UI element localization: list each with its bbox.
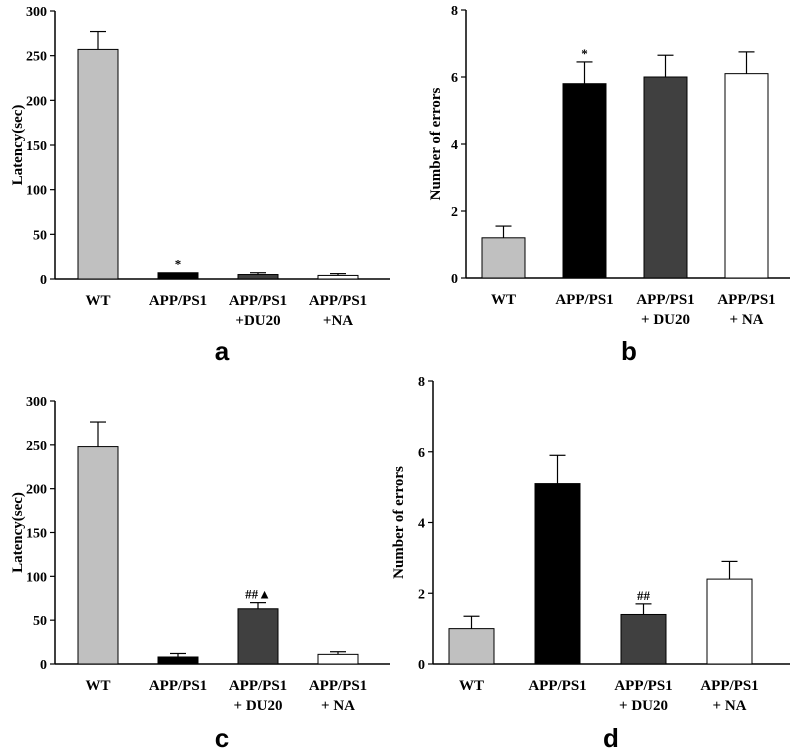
x-category-label: APP/PS1 — [528, 678, 586, 694]
x-category-label: +NA — [323, 313, 353, 329]
bar-1 — [77, 446, 119, 665]
bar-4 — [724, 73, 769, 279]
x-category-label: + NA — [730, 312, 764, 328]
x-category-label: WT — [459, 678, 484, 694]
y-tick-label: 300 — [26, 395, 47, 410]
x-category-label: APP/PS1 — [700, 678, 758, 694]
y-tick-label: 200 — [26, 94, 47, 109]
x-category-label: + DU20 — [619, 698, 668, 714]
bar-4 — [317, 274, 359, 280]
panel-b: 0 2 4 6 8 Number of errors WT * APP/PS1 APP/PS1 + … — [428, 4, 790, 366]
y-tick-label: 8 — [451, 4, 458, 19]
bar-3 — [237, 274, 279, 280]
y-tick-label: 250 — [26, 439, 47, 454]
y-tick-label: 6 — [451, 71, 458, 86]
bar-3 — [620, 613, 667, 665]
x-category-label: WT — [85, 293, 110, 309]
y-axis-label: Latency(sec) — [10, 105, 26, 186]
significance-mark-2: * — [581, 46, 588, 61]
panel-label: c — [215, 723, 229, 750]
bar-1 — [481, 237, 526, 279]
x-category-label: APP/PS1 — [309, 293, 367, 309]
bar-2 — [157, 272, 199, 280]
panel-c: 0 50 100 150 200 250 300 Latency(sec) WT APP/PS1 #… — [10, 395, 390, 750]
x-category-label: APP/PS1 — [149, 678, 207, 694]
panel-d: 0 2 4 6 8 Number of errors WT APP/PS1 ## APP/PS1 +… — [391, 375, 790, 750]
bar-3 — [643, 76, 688, 279]
y-tick-label: 8 — [418, 375, 425, 390]
bar-1 — [448, 628, 495, 665]
bar-4 — [317, 653, 359, 665]
panel-label: a — [215, 336, 230, 366]
y-tick-label: 0 — [40, 273, 47, 288]
y-tick-label: 4 — [451, 138, 458, 153]
bar-2 — [562, 83, 607, 279]
x-category-label: + NA — [713, 698, 747, 714]
x-category-label: WT — [85, 678, 110, 694]
y-tick-label: 250 — [26, 50, 47, 65]
y-tick-label: 2 — [451, 205, 458, 220]
y-tick-label: 100 — [26, 184, 47, 199]
x-category-label: + NA — [321, 698, 355, 714]
y-tick-label: 50 — [33, 614, 47, 629]
y-axis-label: Number of errors — [428, 87, 444, 200]
x-category-label: APP/PS1 — [555, 292, 613, 308]
panel-label: d — [603, 723, 619, 750]
y-tick-label: 100 — [26, 570, 47, 585]
x-category-label: APP/PS1 — [229, 293, 287, 309]
y-tick-label: 6 — [418, 446, 425, 461]
bar-1 — [77, 48, 119, 280]
y-tick-label: 150 — [26, 527, 47, 542]
panel-label: b — [621, 336, 637, 366]
significance-mark-2: * — [175, 257, 182, 272]
y-tick-label: 50 — [33, 228, 47, 243]
y-axis-label: Number of errors — [391, 466, 407, 579]
y-tick-label: 150 — [26, 139, 47, 154]
x-category-label: +DU20 — [235, 313, 280, 329]
x-category-label: APP/PS1 — [229, 678, 287, 694]
bar-3 — [237, 608, 279, 665]
bar-2 — [157, 656, 199, 665]
x-category-label: APP/PS1 — [717, 292, 775, 308]
significance-mark-3: ## — [637, 588, 651, 603]
y-tick-label: 4 — [418, 517, 425, 532]
panel-a: 0 50 100 150 200 250 300 Latency(sec) WT * APP/PS1… — [10, 5, 390, 366]
y-tick-label: 300 — [26, 5, 47, 20]
x-category-label: WT — [491, 292, 516, 308]
significance-mark-3: ##▲ — [245, 587, 271, 602]
y-tick-label: 2 — [418, 587, 425, 602]
y-tick-label: 0 — [451, 272, 458, 287]
x-category-label: + DU20 — [641, 312, 690, 328]
y-tick-label: 200 — [26, 483, 47, 498]
bar-2 — [534, 483, 581, 665]
x-category-label: + DU20 — [234, 698, 283, 714]
bar-4 — [706, 578, 753, 665]
y-tick-label: 0 — [40, 658, 47, 673]
x-category-label: APP/PS1 — [636, 292, 694, 308]
x-category-label: APP/PS1 — [149, 293, 207, 309]
x-category-label: APP/PS1 — [614, 678, 672, 694]
x-category-label: APP/PS1 — [309, 678, 367, 694]
y-axis-label: Latency(sec) — [10, 492, 26, 573]
y-tick-label: 0 — [418, 658, 425, 673]
